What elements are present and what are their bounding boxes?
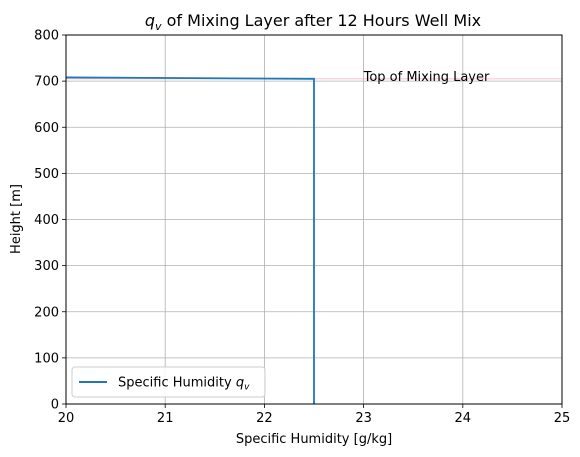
legend-label-text: Specific Humidity [118, 376, 232, 391]
annotation-label-0: Top of Mixing Layer [363, 70, 490, 85]
legend: Specific Humidity qv [71, 366, 266, 398]
y-tick-label-0: 0 [51, 398, 59, 413]
y-tick-label-5: 500 [34, 167, 59, 182]
legend-label: Specific Humidity qv [118, 376, 250, 393]
x-tick-label-3: 23 [355, 411, 372, 426]
title-symbol: q [145, 11, 155, 30]
legend-label-symbol-sub: v [244, 383, 250, 393]
y-tick-label-4: 400 [34, 213, 59, 228]
series-line-0 [65, 76, 315, 404]
y-tick-label-8: 800 [34, 29, 59, 44]
title-symbol-sub: v [155, 20, 162, 33]
title-text: of Mixing Layer after 12 Hours Well Mix [167, 11, 482, 30]
y-tick-label-6: 600 [34, 121, 59, 136]
y-axis-ticks: 0 100 200 300 400 500 600 700 800 [34, 29, 66, 413]
y-tick-label-7: 700 [34, 75, 59, 90]
x-tick-label-4: 24 [455, 411, 472, 426]
chart-title: qv of Mixing Layer after 12 Hours Well M… [145, 11, 481, 33]
y-tick-label-3: 300 [34, 259, 59, 274]
x-axis-ticks: 20 21 22 23 24 25 [58, 404, 571, 426]
legend-box [71, 366, 266, 398]
x-tick-label-0: 20 [58, 411, 75, 426]
x-tick-label-2: 22 [256, 411, 273, 426]
y-axis-label: Height [m] [9, 184, 24, 254]
series-layer [65, 76, 315, 404]
y-tick-label-1: 100 [34, 351, 59, 366]
x-axis-label: Specific Humidity [g/kg] [236, 432, 392, 447]
x-tick-label-5: 25 [554, 411, 571, 426]
legend-label-symbol: q [236, 376, 244, 391]
y-tick-label-2: 200 [34, 305, 59, 320]
x-tick-label-1: 21 [157, 411, 174, 426]
